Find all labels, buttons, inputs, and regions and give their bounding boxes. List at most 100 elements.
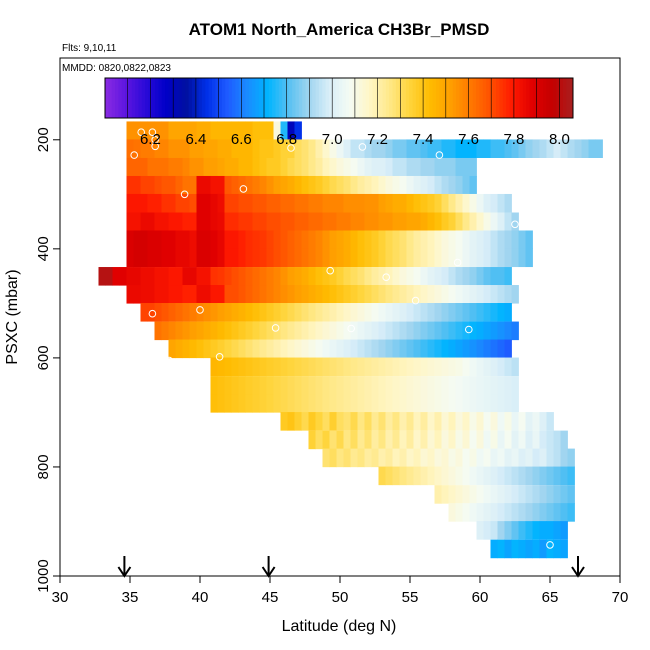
colorbar-tick-label: 7.8 — [503, 131, 524, 148]
colorbar-segment — [181, 78, 186, 118]
heatmap-cell — [350, 376, 358, 395]
colorbar-segment — [178, 78, 183, 118]
heatmap-cell — [245, 285, 253, 304]
heatmap-cell — [560, 539, 568, 559]
heatmap-cell — [448, 285, 456, 304]
colorbar-segment — [228, 78, 233, 118]
flights-label: Flts: 9,10,11 — [62, 43, 117, 54]
heatmap-cell — [455, 157, 463, 177]
heatmap-cell — [483, 503, 491, 522]
heatmap-cell — [266, 157, 274, 177]
colorbar-segment — [486, 78, 490, 118]
heatmap-cell — [273, 303, 281, 322]
heatmap-cell — [448, 157, 456, 177]
heatmap-cell — [392, 466, 400, 486]
heatmap-cell — [154, 285, 162, 304]
heatmap-cell — [385, 394, 393, 413]
heatmap-cell — [140, 230, 148, 250]
heatmap-cell — [434, 339, 442, 359]
heatmap-cell — [504, 430, 512, 450]
heatmap-cell — [294, 357, 302, 377]
heatmap-cell — [238, 303, 246, 322]
colorbar-segment — [195, 78, 200, 118]
heatmap-cell — [119, 267, 127, 286]
heatmap-cell — [266, 339, 274, 359]
heatmap-cell — [280, 121, 288, 140]
heatmap-cell — [518, 248, 526, 268]
heatmap-cell — [483, 357, 491, 377]
heatmap-cell — [126, 230, 134, 250]
heatmap-cell — [413, 394, 421, 413]
colorbar-segment — [218, 78, 223, 118]
heatmap-cell — [441, 466, 449, 486]
heatmap-cell — [413, 357, 421, 377]
heatmap-cell — [140, 248, 148, 268]
heatmap-cell — [385, 412, 393, 431]
heatmap-cell — [154, 121, 162, 140]
heatmap-cell — [217, 139, 225, 158]
colorbar-segment — [452, 78, 457, 118]
heatmap-cell — [133, 121, 141, 140]
heatmap-cell — [441, 357, 449, 377]
heatmap-cell — [532, 430, 540, 450]
heatmap-cell — [476, 303, 484, 322]
heatmap-cell — [266, 376, 274, 395]
heatmap-cell — [371, 267, 379, 286]
colorbar-segment — [188, 78, 193, 118]
heatmap-cell — [532, 466, 540, 486]
heatmap-cell — [469, 485, 477, 504]
heatmap-cell — [154, 248, 162, 268]
heatmap-cell — [98, 267, 106, 286]
heatmap-cell — [315, 321, 323, 341]
heatmap-cell — [280, 175, 288, 195]
heatmap-cell — [350, 212, 358, 232]
heatmap-cell — [287, 267, 295, 286]
colorbar-segment — [255, 78, 260, 118]
colorbar-segment — [399, 78, 404, 118]
heatmap-cell — [203, 121, 211, 140]
heatmap-cell — [168, 339, 176, 359]
heatmap-cell — [168, 267, 176, 286]
heatmap-cell — [371, 285, 379, 304]
heatmap-cell — [455, 321, 463, 341]
heatmap-cell — [434, 139, 442, 158]
heatmap-cell — [497, 485, 505, 504]
heatmap-cell — [140, 175, 148, 195]
heatmap-cell — [469, 412, 477, 431]
heatmap-cell — [434, 394, 442, 413]
heatmap-cell — [287, 394, 295, 413]
heatmap-cell — [357, 394, 365, 413]
heatmap-cell — [490, 448, 498, 468]
heatmap-cell — [259, 303, 267, 322]
colorbar-segment — [211, 78, 216, 118]
heatmap-cell — [147, 230, 155, 250]
colorbar-segment — [248, 78, 253, 118]
sample-point — [180, 190, 189, 199]
heatmap-cell — [567, 139, 575, 158]
heatmap-cell — [280, 157, 288, 177]
heatmap-cell — [553, 448, 561, 468]
heatmap-cell — [175, 248, 183, 268]
heatmap-cell — [287, 248, 295, 268]
heatmap-cell — [308, 248, 316, 268]
heatmap-cell — [126, 267, 134, 286]
sample-point — [287, 144, 295, 152]
heatmap-cell — [161, 139, 169, 158]
heatmap-cell — [560, 139, 568, 158]
heatmap-cell — [490, 139, 498, 158]
heatmap-cell — [364, 230, 372, 250]
heatmap-cell — [259, 193, 267, 213]
heatmap-cell — [441, 303, 449, 322]
heatmap-cell — [301, 193, 309, 213]
heatmap-cell — [483, 303, 491, 322]
heatmap-cell — [308, 285, 316, 304]
heatmap-cell — [273, 376, 281, 395]
heatmap-cell — [238, 248, 246, 268]
heatmap-cell — [154, 321, 162, 341]
colorbar-segment — [516, 78, 521, 118]
heatmap-cell — [497, 193, 505, 213]
heatmap-cell — [406, 193, 414, 213]
heatmap-cell — [294, 394, 302, 413]
colorbar-tick-label: 6.4 — [185, 131, 206, 148]
heatmap-cell — [238, 321, 246, 341]
